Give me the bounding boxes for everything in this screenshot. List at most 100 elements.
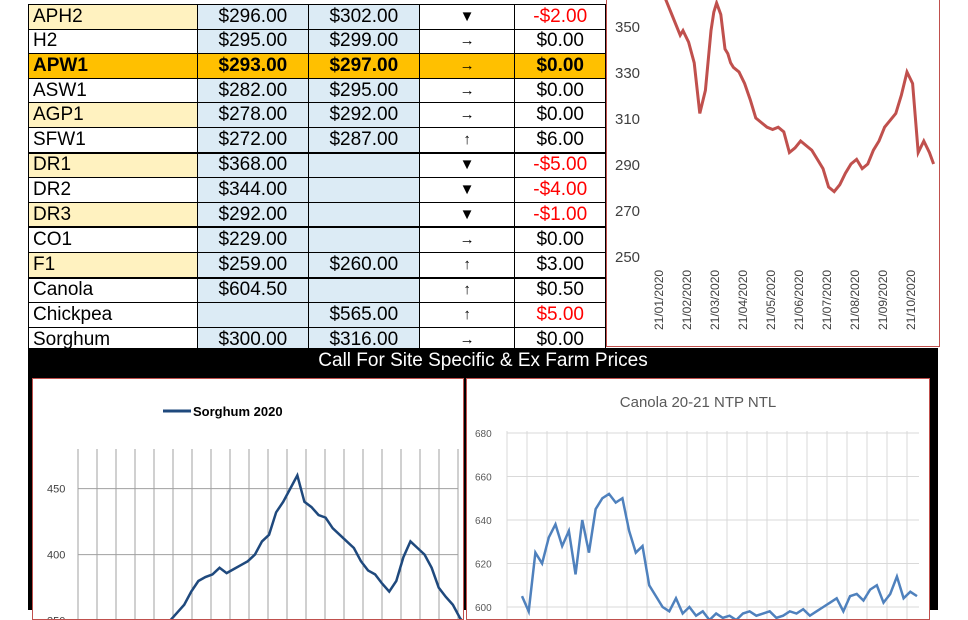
- bid1-cell: $278.00: [196, 102, 309, 128]
- change-cell: $6.00: [514, 126, 606, 154]
- grade-cell: Canola: [28, 276, 198, 304]
- bid1-cell: $259.00: [196, 251, 309, 279]
- price-row-f1: F1 $259.00 $260.00 ↑ $3.00: [28, 251, 606, 279]
- grade-cell: DR2: [28, 177, 198, 203]
- canola-chart: 600 620 640 660 680 Canola 20-21 NTP NTL: [466, 378, 930, 620]
- price-row-asw1: ASW1 $282.00 $295.00 → $0.00: [28, 77, 606, 104]
- grade-cell: DR1: [28, 151, 198, 179]
- change-cell: $0.00: [514, 77, 606, 104]
- bottom-charts-area: 350 400 450 Sorghum 2020 600 620 640 660 680 Can…: [28, 374, 938, 620]
- y-tick-label: 330: [615, 65, 640, 82]
- trend-arrow-icon: →: [418, 28, 516, 55]
- y-tick-label: 660: [475, 473, 492, 484]
- x-tick-label: 21/09/2020: [876, 270, 890, 330]
- chart-title: Canola 20-21 NTP NTL: [620, 394, 776, 411]
- trend-arrow-icon: ▼: [418, 4, 516, 30]
- bid2-cell: $292.00: [307, 102, 420, 128]
- wheat-price-line: [664, 0, 936, 194]
- bid1-cell: $368.00: [196, 151, 309, 179]
- change-cell: $0.50: [514, 276, 606, 304]
- bid2-cell: [307, 201, 420, 228]
- bid1-cell: $272.00: [196, 126, 309, 154]
- grade-cell: CO1: [28, 226, 198, 253]
- canola-price-line: [520, 492, 918, 619]
- price-table: APH2 $296.00 $302.00 ▼ -$2.00 H2 $295.00 $299.0…: [28, 4, 606, 353]
- trend-arrow-icon: ▼: [418, 177, 516, 203]
- x-tick-label: 21/03/2020: [708, 270, 722, 330]
- trend-arrow-icon: →: [418, 53, 516, 79]
- price-row-agp1: AGP1 $278.00 $292.00 → $0.00: [28, 102, 606, 128]
- bid1-cell: [196, 302, 309, 328]
- bid1-cell: $282.00: [196, 77, 309, 104]
- y-tick-label: 310: [615, 111, 640, 128]
- bid1-cell: $293.00: [196, 53, 309, 79]
- price-row-h2: H2 $295.00 $299.00 → $0.00: [28, 28, 606, 55]
- x-tick-label: 21/10/2020: [904, 270, 918, 330]
- bid2-cell: $260.00: [307, 251, 420, 279]
- bid2-cell: [307, 226, 420, 253]
- bid1-cell: $296.00: [196, 4, 309, 30]
- change-cell: -$2.00: [514, 4, 606, 30]
- bid2-cell: [307, 151, 420, 179]
- bid2-cell: $302.00: [307, 4, 420, 30]
- grade-cell: APH2: [28, 4, 198, 30]
- price-row-sfw1: SFW1 $272.00 $287.00 ↑ $6.00: [28, 126, 606, 154]
- grade-cell: H2: [28, 28, 198, 55]
- bid2-cell: $287.00: [307, 126, 420, 154]
- trend-arrow-icon: ↑: [418, 126, 516, 154]
- grade-cell: Chickpea: [28, 302, 198, 328]
- bid1-cell: $344.00: [196, 177, 309, 203]
- change-cell: -$4.00: [514, 177, 606, 203]
- sorghum-chart-svg: 350 400 450 Sorghum 2020: [47, 404, 463, 619]
- bid2-cell: $297.00: [307, 53, 420, 79]
- trend-arrow-icon: ↑: [418, 276, 516, 304]
- y-tick-label: 250: [615, 249, 640, 266]
- x-tick-label: 21/02/2020: [680, 270, 694, 330]
- bid2-cell: $565.00: [307, 302, 420, 328]
- change-cell: $5.00: [514, 302, 606, 328]
- y-tick-label: 600: [475, 603, 492, 614]
- bid1-cell: $292.00: [196, 201, 309, 228]
- y-tick-label: 270: [615, 203, 640, 220]
- price-row-chickpea: Chickpea $565.00 ↑ $5.00: [28, 302, 606, 328]
- grade-cell: AGP1: [28, 102, 198, 128]
- price-row-dr1: DR1 $368.00 ▼ -$5.00: [28, 151, 606, 179]
- x-tick-label: 21/07/2020: [820, 270, 834, 330]
- price-row-co1: CO1 $229.00 → $0.00: [28, 226, 606, 253]
- y-tick-label: 450: [47, 484, 65, 496]
- bid1-cell: $295.00: [196, 28, 309, 55]
- price-row-aph2: APH2 $296.00 $302.00 ▼ -$2.00: [28, 4, 606, 30]
- y-tick-label: 640: [475, 516, 492, 527]
- grade-cell: F1: [28, 251, 198, 279]
- site-specific-banner: Call For Site Specific & Ex Farm Prices: [28, 348, 938, 374]
- change-cell: -$1.00: [514, 201, 606, 228]
- change-cell: $0.00: [514, 28, 606, 55]
- trend-arrow-icon: ▼: [418, 201, 516, 228]
- change-cell: $3.00: [514, 251, 606, 279]
- wheat-price-chart: 25027029031033035037021/01/202021/02/202…: [606, 0, 940, 347]
- grade-cell: APW1: [28, 53, 198, 79]
- sorghum-price-line: [169, 472, 463, 619]
- trend-arrow-icon: ↑: [418, 251, 516, 279]
- legend-label: Sorghum 2020: [193, 404, 283, 419]
- bid2-cell: $299.00: [307, 28, 420, 55]
- change-cell: -$5.00: [514, 151, 606, 179]
- y-tick-label: 620: [475, 560, 492, 571]
- grade-cell: DR3: [28, 201, 198, 228]
- trend-arrow-icon: ↑: [418, 302, 516, 328]
- price-row-apw1: APW1 $293.00 $297.00 → $0.00: [28, 53, 606, 79]
- trend-arrow-icon: →: [418, 102, 516, 128]
- x-tick-label: 21/06/2020: [792, 270, 806, 330]
- x-tick-label: 21/08/2020: [848, 270, 862, 330]
- x-tick-label: 21/01/2020: [652, 270, 666, 330]
- change-cell: $0.00: [514, 102, 606, 128]
- canola-chart-svg: 600 620 640 660 680 Canola 20-21 NTP NTL: [475, 394, 919, 619]
- left-margin: [0, 0, 28, 610]
- y-tick-label: 290: [615, 157, 640, 174]
- trend-arrow-icon: ▼: [418, 151, 516, 179]
- trend-arrow-icon: →: [418, 226, 516, 253]
- y-tick-label: 350: [615, 19, 640, 36]
- wheat-price-chart-svg: 25027029031033035037021/01/202021/02/202…: [615, 0, 936, 330]
- trend-arrow-icon: →: [418, 77, 516, 104]
- grade-cell: ASW1: [28, 77, 198, 104]
